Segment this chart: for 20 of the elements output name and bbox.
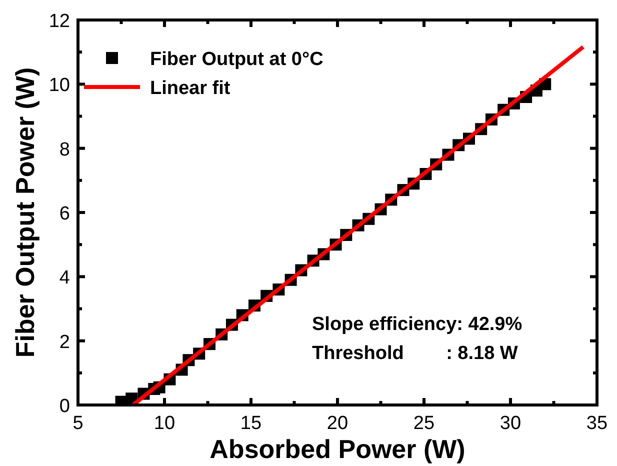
x-tick-label: 35 xyxy=(586,413,608,434)
x-tick-label: 30 xyxy=(500,413,522,434)
y-axis-title: Fiber Output Power (W) xyxy=(10,67,40,358)
x-tick-label: 20 xyxy=(326,413,348,434)
y-tick-label: 12 xyxy=(48,11,70,32)
x-tick-label: 10 xyxy=(154,413,176,434)
annotation: Threshold : 8.18 W xyxy=(312,343,518,364)
y-tick-label: 10 xyxy=(48,75,70,96)
annotation: Slope efficiency: 42.9% xyxy=(312,314,522,335)
x-tick-label: 15 xyxy=(240,413,262,434)
y-tick-label: 6 xyxy=(59,204,70,224)
y-tick-label: 4 xyxy=(59,268,70,289)
x-axis-title: Absorbed Power (W) xyxy=(210,434,466,464)
y-tick-label: 0 xyxy=(59,396,70,417)
x-tick-label: 25 xyxy=(413,413,435,434)
y-tick-label: 8 xyxy=(59,139,70,160)
legend-label: Fiber Output at 0°C xyxy=(150,49,324,70)
x-tick-label: 5 xyxy=(72,413,84,434)
y-tick-label: 2 xyxy=(59,332,70,353)
legend-label: Linear fit xyxy=(150,78,231,99)
